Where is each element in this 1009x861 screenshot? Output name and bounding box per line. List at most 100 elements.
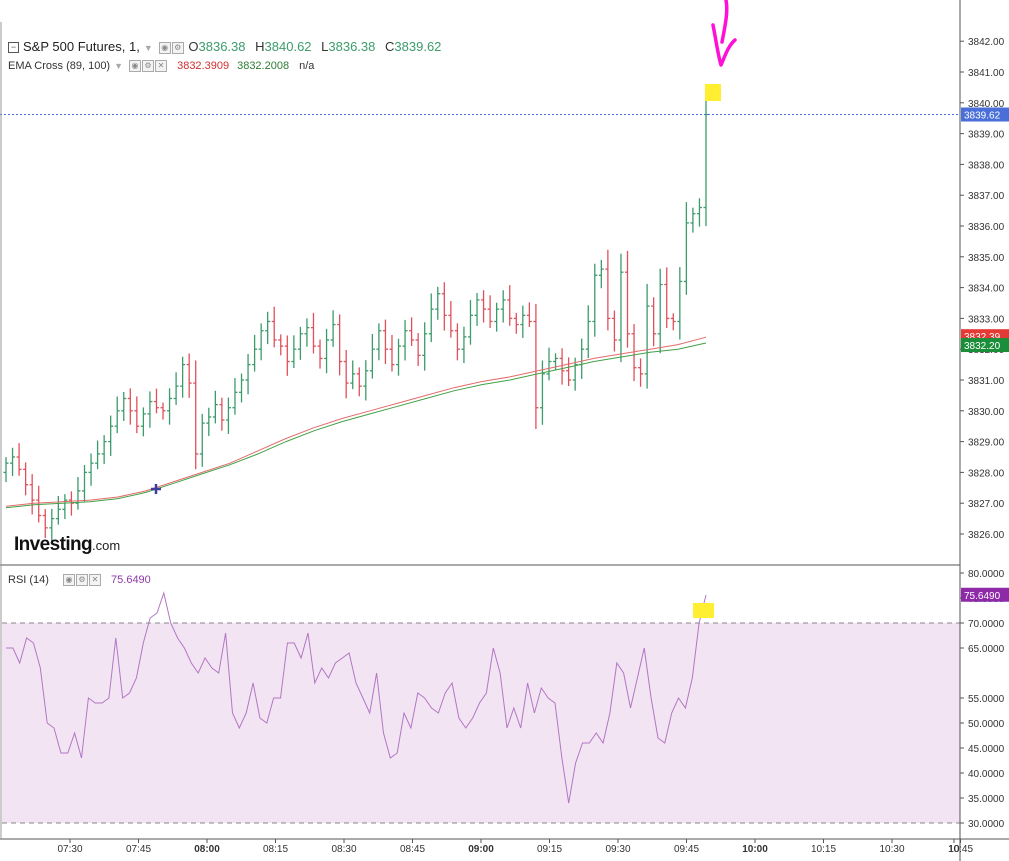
candle <box>343 349 349 399</box>
price-tick-label: 3826.00 <box>968 530 1005 541</box>
time-tick-label: 10:15 <box>811 844 836 855</box>
candle <box>363 360 369 401</box>
low-value: 3836.38 <box>328 39 376 54</box>
eye-icon[interactable]: ◉ <box>129 60 142 73</box>
price-tick-label: 3830.00 <box>968 407 1005 418</box>
candle <box>683 202 689 295</box>
candle <box>605 249 611 331</box>
last-price-tag: 3839.62 <box>961 107 1009 122</box>
candle <box>121 392 127 421</box>
candle <box>75 477 81 510</box>
candle <box>134 396 140 434</box>
candle <box>278 334 284 356</box>
collapse-icon[interactable]: − <box>8 42 19 54</box>
price-tick-label: 3842.00 <box>968 37 1005 48</box>
rsi-tick-label: 40.0000 <box>968 769 1005 780</box>
candle <box>585 305 591 358</box>
candle <box>284 335 290 376</box>
candle <box>657 268 663 354</box>
rsi-tick-label: 70.0000 <box>968 619 1005 630</box>
candle <box>533 303 539 429</box>
candle <box>82 465 88 502</box>
candle <box>206 407 212 437</box>
candle <box>245 353 251 395</box>
chevron-down-icon[interactable]: ▼ <box>143 42 153 53</box>
candle <box>553 353 559 371</box>
time-tick-label: 08:15 <box>263 844 288 855</box>
candle <box>55 495 61 525</box>
close-icon[interactable]: ✕ <box>88 574 101 587</box>
candle <box>49 508 55 542</box>
candle <box>330 310 336 347</box>
candle <box>651 297 657 347</box>
candle <box>481 290 487 323</box>
svg-text:3832.39: 3832.39 <box>964 332 1001 343</box>
candle <box>579 338 585 379</box>
price-tick-label: 3827.00 <box>968 499 1005 510</box>
candle <box>448 300 454 338</box>
open-label: O <box>188 39 199 54</box>
candle <box>225 397 231 434</box>
price-tick-label: 3836.00 <box>968 222 1005 233</box>
high-value: 3840.62 <box>264 39 312 54</box>
settings-icon[interactable]: ⚙ <box>142 60 155 73</box>
candle <box>690 207 696 233</box>
highlight-marker <box>693 84 721 618</box>
chevron-down-icon[interactable]: ▼ <box>114 61 124 72</box>
candle <box>258 323 264 361</box>
candle <box>664 267 670 329</box>
settings-icon[interactable]: ⚙ <box>75 574 88 587</box>
symbol-title: S&P 500 Futures, 1, <box>23 39 140 54</box>
time-tick-label: 07:45 <box>126 844 151 855</box>
time-tick-label: 09:15 <box>537 844 562 855</box>
candle <box>546 347 552 381</box>
rsi-band <box>2 623 960 823</box>
candle <box>461 326 467 364</box>
candle <box>611 310 617 352</box>
candle <box>167 388 173 425</box>
time-tick-label: 10 <box>948 844 960 855</box>
candle <box>415 333 421 366</box>
settings-icon[interactable]: ⚙ <box>171 41 184 54</box>
rsi-tick-label: 35.0000 <box>968 794 1005 805</box>
candle <box>199 413 205 467</box>
candle <box>304 318 310 347</box>
ema89-value: 3832.3909 <box>177 60 230 72</box>
candle <box>369 333 375 379</box>
svg-text:3832.20: 3832.20 <box>964 341 1001 352</box>
price-legend: − S&P 500 Futures, 1, ▼ ◉ ⚙ O3836.38 H3840.6… <box>8 39 441 54</box>
candle <box>42 509 48 539</box>
candle <box>409 317 415 346</box>
candle <box>29 474 35 515</box>
rsi-legend: RSI (14) ◉ ⚙ ✕ 75.6490 <box>8 574 151 587</box>
eye-icon[interactable]: ◉ <box>158 41 171 54</box>
candle <box>670 313 676 331</box>
close-icon[interactable]: ✕ <box>155 60 168 73</box>
close-value: 3839.62 <box>394 39 442 54</box>
low-label: L <box>321 39 329 54</box>
price-tick-label: 3839.00 <box>968 130 1005 141</box>
candle <box>559 348 565 385</box>
price-tick-label: 3834.00 <box>968 284 1005 295</box>
svg-text:3839.62: 3839.62 <box>964 111 1001 122</box>
candle <box>435 286 441 320</box>
open-value: 3836.38 <box>198 39 246 54</box>
candle <box>297 326 303 360</box>
price-tick-label: 3828.00 <box>968 468 1005 479</box>
price-tick-label: 3838.00 <box>968 160 1005 171</box>
ema100-line <box>5 342 707 509</box>
candle <box>173 372 179 405</box>
candle <box>402 320 408 361</box>
candle <box>232 377 238 415</box>
candle <box>467 300 473 345</box>
candle <box>101 435 107 465</box>
candle <box>127 388 133 425</box>
eye-icon[interactable]: ◉ <box>62 574 75 587</box>
candle <box>677 267 683 340</box>
rsi-tick-label: 50.0000 <box>968 719 1005 730</box>
candle <box>350 360 356 390</box>
candle <box>108 415 114 456</box>
cross-marker <box>151 484 161 494</box>
candle <box>631 324 637 382</box>
candle <box>572 357 578 391</box>
